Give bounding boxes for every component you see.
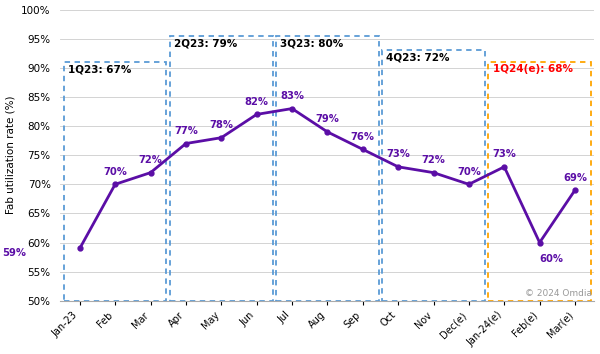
Text: 72%: 72% bbox=[422, 155, 445, 165]
Text: 60%: 60% bbox=[539, 254, 563, 264]
Text: 79%: 79% bbox=[316, 114, 340, 124]
Bar bbox=[276, 36, 379, 301]
Text: 59%: 59% bbox=[2, 249, 26, 258]
Bar bbox=[382, 50, 485, 301]
Text: 73%: 73% bbox=[493, 149, 516, 159]
Text: 76%: 76% bbox=[351, 132, 375, 142]
Bar bbox=[488, 62, 591, 301]
Text: 2Q23: 79%: 2Q23: 79% bbox=[174, 38, 238, 48]
Y-axis label: Fab utilization rate (%): Fab utilization rate (%) bbox=[5, 96, 16, 215]
Text: 83%: 83% bbox=[280, 91, 304, 101]
Text: 3Q23: 80%: 3Q23: 80% bbox=[280, 38, 344, 48]
Text: 78%: 78% bbox=[209, 120, 233, 130]
Text: 70%: 70% bbox=[457, 167, 481, 177]
Text: 1Q23: 67%: 1Q23: 67% bbox=[68, 64, 131, 74]
Text: 77%: 77% bbox=[174, 126, 198, 136]
Text: 72%: 72% bbox=[139, 155, 163, 165]
Bar bbox=[64, 62, 166, 301]
Text: 69%: 69% bbox=[563, 172, 587, 183]
Text: 4Q23: 72%: 4Q23: 72% bbox=[386, 53, 450, 63]
Text: 1Q24(e): 68%: 1Q24(e): 68% bbox=[493, 64, 572, 74]
Text: © 2024 Omdia: © 2024 Omdia bbox=[525, 289, 592, 298]
Text: 73%: 73% bbox=[386, 149, 410, 159]
Bar bbox=[170, 36, 272, 301]
Text: 70%: 70% bbox=[103, 167, 127, 177]
Text: 82%: 82% bbox=[245, 97, 269, 107]
